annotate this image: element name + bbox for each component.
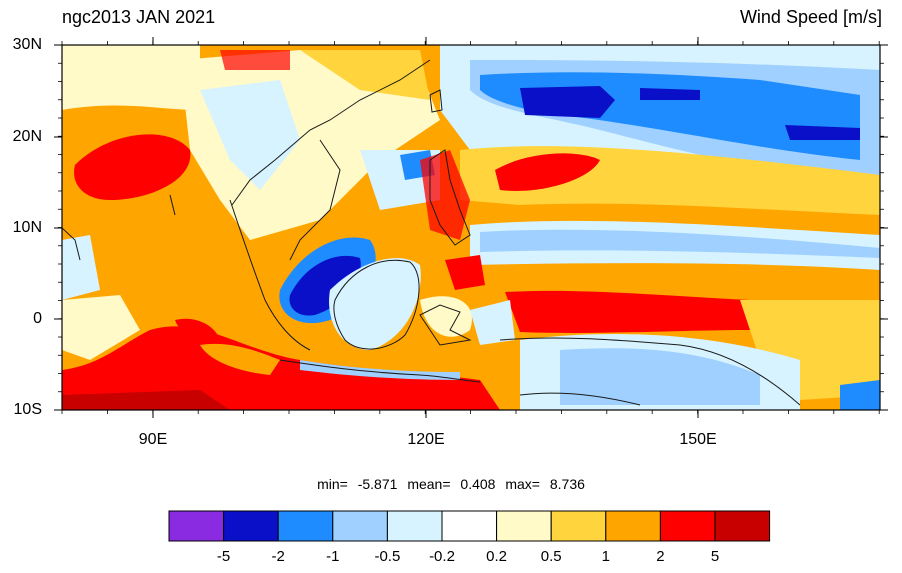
colorbar-label: -1	[326, 548, 340, 565]
colorbar-label: 1	[601, 548, 610, 565]
map-title: ngc2013 JAN 2021	[62, 7, 216, 27]
colorbar-label: -0.5	[374, 548, 401, 565]
stats-line: min= -5.871 mean= 0.408 max= 8.736	[0, 476, 902, 492]
colorbar-label: 0.2	[486, 548, 508, 565]
colorbar-swatch	[550, 510, 607, 542]
colorbar-swatch	[277, 510, 334, 542]
colorbar-swatch	[223, 510, 279, 542]
colorbar-swatch	[714, 510, 771, 542]
lon-label-120e: 120E	[407, 431, 445, 448]
lon-label-90e: 90E	[138, 431, 168, 448]
lat-label-10n: 10N	[12, 219, 42, 236]
lat-label-10s: 10S	[13, 401, 42, 418]
minor-ticks	[58, 41, 884, 414]
colorbar-label: -5	[216, 548, 231, 565]
max-label: max=	[505, 476, 540, 492]
colorbar-label: -2	[271, 548, 285, 565]
colorbar-label: -0.2	[429, 548, 455, 565]
colorbar	[168, 510, 771, 542]
min-label: min=	[317, 476, 348, 492]
colorbar-label: 0.5	[540, 548, 562, 565]
colorbar-swatch	[441, 510, 498, 542]
colorbar-label: 2	[656, 548, 665, 565]
colorbar-label: 5	[710, 548, 720, 565]
variable-title: Wind Speed [m/s]	[739, 7, 882, 27]
min-value: -5.871	[357, 476, 398, 492]
lat-label-30n: 30N	[12, 36, 42, 53]
mean-label: mean=	[407, 476, 451, 492]
colorbar-swatch	[386, 510, 443, 542]
lon-label-150e: 150E	[679, 431, 717, 448]
coastlines	[62, 59, 801, 406]
lat-label-0: 0	[33, 310, 42, 327]
wind-speed-field	[62, 45, 880, 410]
max-value: 8.736	[549, 476, 585, 492]
lat-label-20n: 20N	[12, 128, 42, 145]
colorbar-swatch	[605, 510, 661, 542]
colorbar-swatch	[332, 510, 388, 542]
colorbar-swatch	[168, 510, 225, 542]
colorbar-swatch	[659, 510, 716, 542]
mean-value: 0.408	[460, 476, 496, 492]
colorbar-swatch	[496, 510, 552, 542]
